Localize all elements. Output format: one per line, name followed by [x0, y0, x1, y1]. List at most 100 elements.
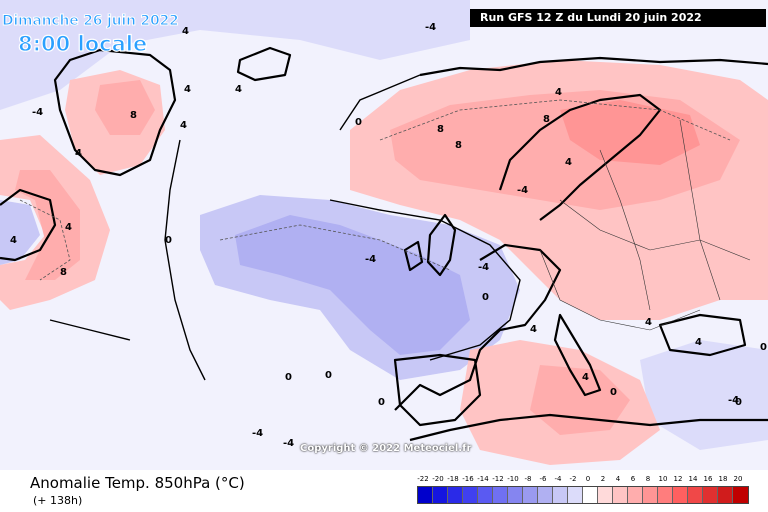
contour-label: 0	[760, 342, 767, 353]
model-run-label: Run GFS 12 Z du Lundi 20 juin 2022	[470, 9, 766, 27]
contour-label: 4	[75, 148, 82, 159]
anomaly-map: 4 8 -4 0 8 4 8 8 4 0 -4 4 8 -4 0 -4 4 0 …	[0, 0, 768, 470]
contour-label: -4	[252, 428, 263, 439]
africa-coast	[409, 413, 768, 442]
legend-tick-label: 8	[645, 475, 651, 483]
contour-label: 0	[285, 372, 292, 383]
legend-color-cell	[538, 487, 553, 503]
contour-label: -4	[365, 254, 376, 265]
contour-label: 4	[565, 157, 572, 168]
legend-tick-label: -4	[554, 475, 562, 483]
contour-label: 4	[235, 84, 242, 95]
contour-label: 8	[130, 110, 137, 121]
legend-color-cell	[463, 487, 478, 503]
legend-tick-label: 6	[630, 475, 636, 483]
anomaly-contours	[19, 99, 731, 281]
legend-color-cell	[643, 487, 658, 503]
legend-color-cell	[658, 487, 673, 503]
legend-color-cell	[433, 487, 448, 503]
black-sea-coast	[658, 313, 747, 357]
legend-tick-label: 10	[658, 475, 668, 483]
forecast-time: 8:00 locale	[17, 31, 148, 56]
forecast-offset: (+ 138h)	[33, 494, 83, 507]
canada-coast	[0, 188, 57, 262]
legend-tick-label: -12	[492, 475, 504, 483]
contour-label: 0	[735, 397, 742, 408]
contour-label: -4	[32, 107, 43, 118]
contour-label: 4	[695, 337, 702, 348]
legend-color-cell	[448, 487, 463, 503]
legend-tick-label: 4	[615, 475, 621, 483]
red-anomaly-scandinavia-core	[560, 100, 700, 165]
italy-coast	[553, 313, 602, 397]
legend-tick-label: -10	[507, 475, 519, 483]
legend-color-cell	[583, 487, 598, 503]
legend-color-cell	[523, 487, 538, 503]
contour-label: 0	[482, 292, 489, 303]
legend-tick-label: 18	[718, 475, 728, 483]
contour-label: -4	[425, 22, 436, 33]
contour-label: 0	[325, 370, 332, 381]
legend-color-bar	[417, 486, 749, 504]
legend-tick-label: -2	[569, 475, 577, 483]
contour-labels: 4 8 -4 0 8 4 8 8 4 0 -4 4 8 -4 0 -4 4 0 …	[10, 22, 767, 449]
contour-label: 4	[184, 84, 191, 95]
legend-tick-label: 20	[733, 475, 743, 483]
contour-label: 8	[543, 114, 550, 125]
greenland-coast	[53, 48, 177, 177]
variable-title: Anomalie Temp. 850hPa (°C)	[30, 474, 245, 492]
zero-contours	[49, 74, 521, 381]
legend-color-cell	[568, 487, 583, 503]
legend-color-cell	[673, 487, 688, 503]
border-2	[559, 199, 751, 261]
legend-tick-label: 16	[703, 475, 713, 483]
contour-zero-atlantic	[164, 139, 206, 381]
contour-label: 4	[65, 222, 72, 233]
legend-color-cell	[688, 487, 703, 503]
legend-tick-label: -22	[417, 475, 429, 483]
blue-anomaly-west	[0, 200, 40, 265]
copyright-label: Copyright © 2022 Meteociel.fr	[300, 443, 472, 454]
legend-color-cell	[718, 487, 733, 503]
contour-label: 0	[378, 397, 385, 408]
legend-tick-label: -20	[432, 475, 444, 483]
legend-color-cell	[613, 487, 628, 503]
contour-label: 0	[610, 387, 617, 398]
contour-label: 0	[355, 117, 362, 128]
contour-label: 8	[60, 267, 67, 278]
legend-tick-label: 0	[585, 475, 591, 483]
blue-anomaly-north	[0, 0, 470, 110]
ireland-coast	[403, 240, 424, 272]
legend-tick-label: -6	[539, 475, 547, 483]
scandinavia-coast	[498, 93, 662, 221]
contour-label: -4	[283, 438, 294, 449]
border-4	[679, 119, 721, 301]
legend-color-cell	[703, 487, 718, 503]
border-1	[539, 249, 701, 331]
contour-label: -4	[728, 395, 739, 406]
borders	[539, 119, 751, 331]
legend-color-cell	[508, 487, 523, 503]
forecast-date: Dimanche 26 juin 2022	[2, 13, 180, 30]
contour-label: 8	[437, 124, 444, 135]
contour-minus4	[219, 224, 451, 271]
contour-label: 4	[10, 235, 17, 246]
contour-label: 4	[555, 87, 562, 98]
contour-zero-south	[49, 319, 131, 341]
contour-label: -4	[478, 262, 489, 273]
contour-label: 8	[455, 140, 462, 151]
legend-color-cell	[598, 487, 613, 503]
legend-tick-label: -16	[462, 475, 474, 483]
border-3	[599, 149, 651, 311]
contour-label: 4	[530, 324, 537, 335]
europe-coast	[419, 56, 768, 77]
color-scale-legend: -22 -20 -18 -16 -14 -12 -10 -8 -6 -4 -2 0 2 4 6 8 10 12 14…	[417, 475, 751, 505]
contour-zero-north	[339, 74, 421, 131]
contour-plus4-west	[19, 199, 71, 281]
contour-label: 4	[645, 317, 652, 328]
legend-tick-label: 2	[600, 475, 606, 483]
legend-tick-label: 12	[673, 475, 683, 483]
red-anomaly-west-core	[15, 170, 80, 280]
legend-color-cell	[478, 487, 493, 503]
